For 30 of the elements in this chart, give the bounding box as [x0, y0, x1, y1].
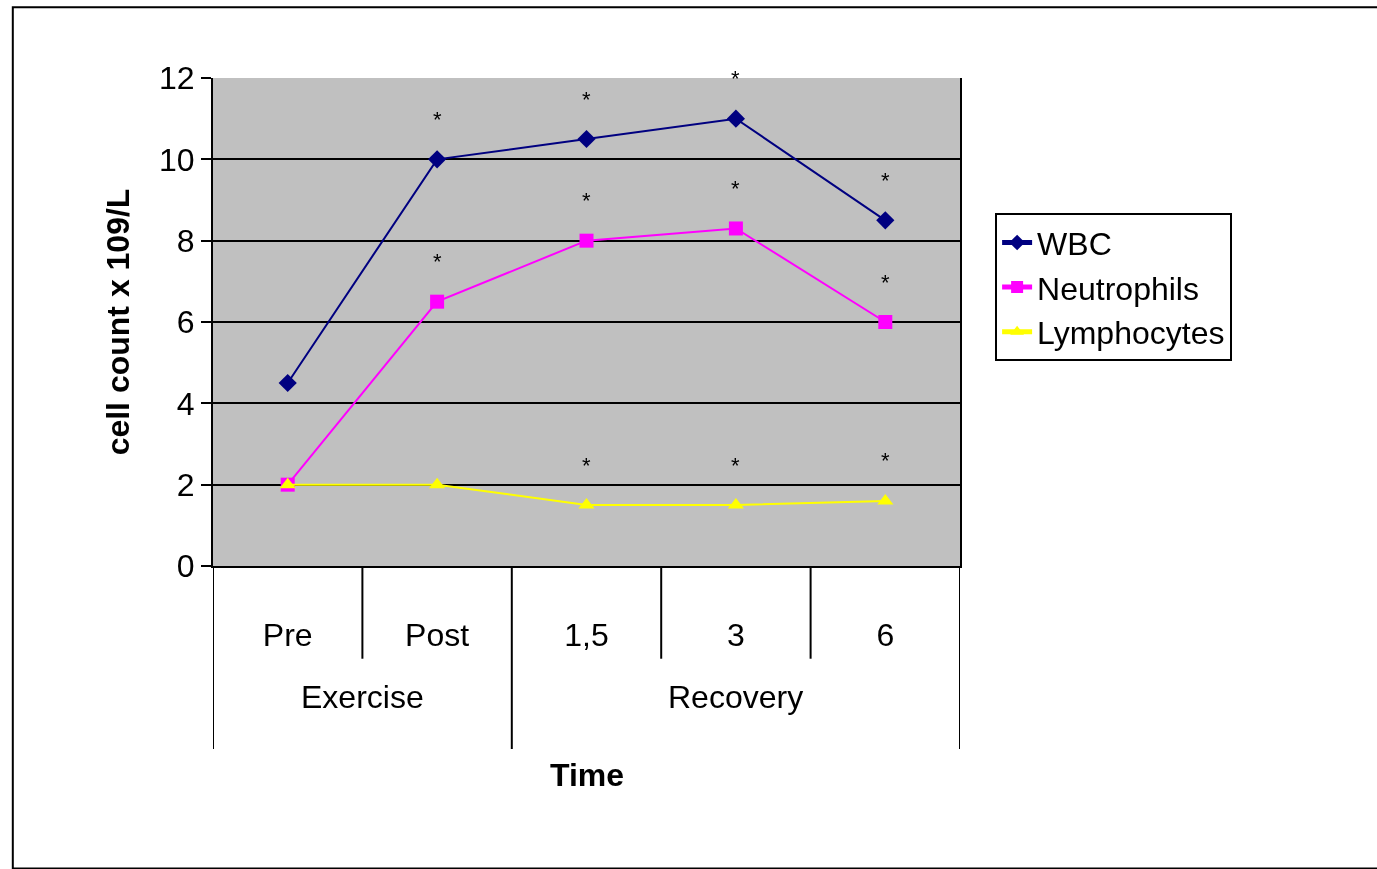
y-tick-label: 6 — [176, 304, 195, 341]
y-tick-label: 12 — [159, 60, 195, 97]
annotation: * — [433, 249, 442, 274]
annotation: * — [582, 87, 591, 112]
annotation: * — [582, 188, 591, 213]
annotation: * — [881, 448, 890, 473]
annotation: * — [881, 270, 890, 295]
y-axis-title: cell count x 109/L — [99, 188, 136, 456]
x-tick-label: 1,5 — [564, 617, 609, 654]
text: Exercise — [301, 679, 424, 715]
y-tick-label: 4 — [176, 385, 195, 422]
annotation: * — [731, 453, 740, 478]
annotation: * — [433, 107, 442, 132]
y-tick-label: 10 — [159, 141, 195, 178]
annotation: * — [582, 453, 591, 478]
annotation: * — [731, 66, 740, 91]
x-tick-label: 6 — [876, 617, 895, 654]
legend-label: WBC — [1037, 225, 1112, 262]
legend-label: Neutrophils — [1037, 270, 1199, 307]
y-tick-label: 2 — [176, 466, 195, 503]
y-tick-label: 0 — [176, 548, 195, 585]
x-tick-label: Post — [405, 617, 470, 654]
annotation: * — [731, 176, 740, 201]
legend-label: Lymphocytes — [1037, 315, 1225, 352]
y-tick-label: 8 — [176, 222, 195, 259]
annotation: * — [881, 168, 890, 193]
x-tick-label: Pre — [262, 617, 313, 654]
x-axis-title: Time — [550, 757, 625, 793]
x-tick-label: 3 — [727, 617, 745, 654]
text: Recovery — [668, 679, 804, 715]
